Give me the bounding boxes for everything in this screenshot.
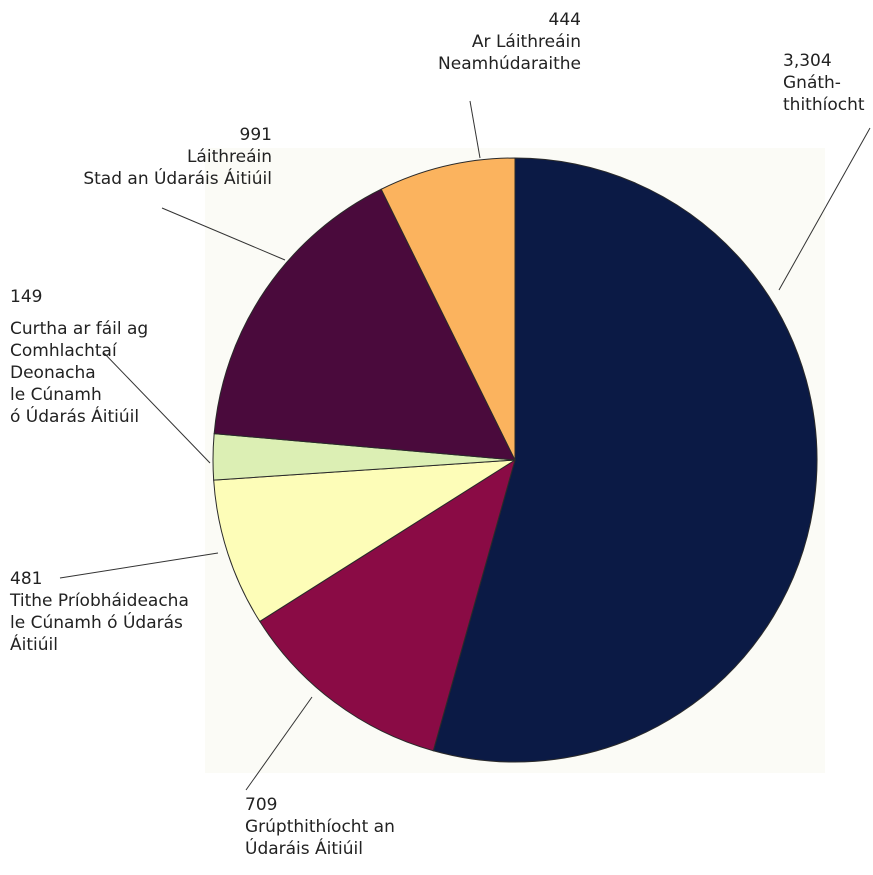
slice-category-label-0-line-0: Gnáth- (783, 73, 841, 93)
slice-category-label-2-line-2: Áitiúil (10, 633, 58, 655)
slice-category-label-5-line-0: Ar Láithreáin (472, 32, 581, 52)
pie-slice-0 (432, 157, 818, 763)
leader-lines (59, 100, 871, 791)
pie-slice-1 (259, 458, 516, 752)
leader-line-5 (469, 100, 481, 159)
slice-value-label-4: 991 (240, 125, 272, 145)
pie-slice-5 (380, 157, 516, 461)
slice-category-label-2-line-1: le Cúnamh ó Údarás (10, 611, 183, 633)
slice-category-label-3-line-1: Comhlachtaí (10, 341, 118, 361)
pie-slice-4 (213, 188, 516, 461)
slice-value-label-5: 444 (549, 10, 581, 30)
pie-slices (212, 157, 818, 763)
slice-value-label-3: 149 (10, 287, 42, 307)
leader-line-4 (161, 207, 286, 261)
slice-category-label-1-line-0: Grúpthithíocht an (245, 817, 395, 837)
slice-category-label-3-line-0: Curtha ar fáil ag (10, 319, 148, 339)
slice-category-label-3-line-2: Deonacha (10, 363, 96, 383)
slice-value-label-2: 481 (10, 569, 42, 589)
pie-slice-2 (213, 459, 516, 623)
slice-value-label-0: 3,304 (783, 51, 832, 71)
slice-category-label-5-line-1: Neamhúdaraithe (438, 54, 581, 74)
slice-category-label-3-line-4: ó Údarás Áitiúil (10, 405, 139, 427)
slice-category-label-1-line-1: Údaráis Áitiúil (245, 837, 363, 859)
slice-value-label-1: 709 (245, 795, 277, 815)
slice-category-label-4-line-0: Láithreáin (187, 147, 272, 167)
leader-line-3 (102, 351, 211, 464)
slice-category-label-3-line-3: le Cúnamh (10, 385, 102, 405)
leader-line-1 (245, 696, 313, 791)
leader-line-0 (778, 127, 871, 291)
leader-line-2 (59, 552, 219, 579)
slice-category-label-4-line-1: Stad an Údaráis Áitiúil (83, 167, 272, 189)
slice-category-label-0-line-1: thithíocht (783, 95, 865, 115)
slice-category-label-2-line-0: Tithe Príobháideacha (9, 591, 189, 611)
